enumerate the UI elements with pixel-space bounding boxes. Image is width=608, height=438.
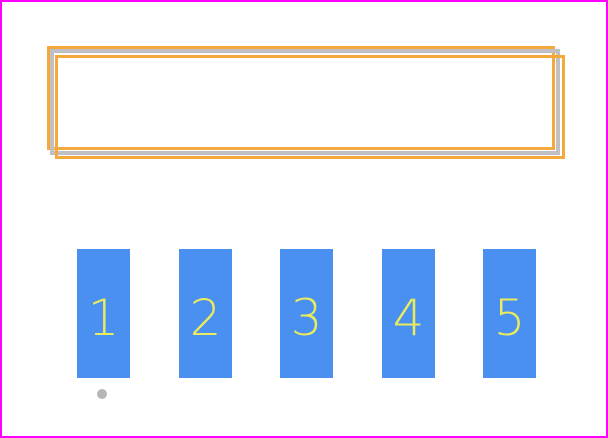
pad-1: 1 xyxy=(77,249,130,378)
component-body-outline xyxy=(50,49,560,155)
pad-3: 3 xyxy=(280,249,333,378)
pad-number: 2 xyxy=(189,288,222,347)
pin1-marker-dot xyxy=(97,389,107,399)
pad-number: 5 xyxy=(493,288,526,347)
pad-5: 5 xyxy=(483,249,536,378)
pad-number: 4 xyxy=(392,288,425,347)
pad-4: 4 xyxy=(382,249,435,378)
silkscreen-outline-outer xyxy=(47,46,555,150)
pad-number: 1 xyxy=(87,288,120,347)
pad-2: 2 xyxy=(179,249,232,378)
pad-number: 3 xyxy=(290,288,323,347)
silkscreen-outline-inner xyxy=(55,55,565,159)
